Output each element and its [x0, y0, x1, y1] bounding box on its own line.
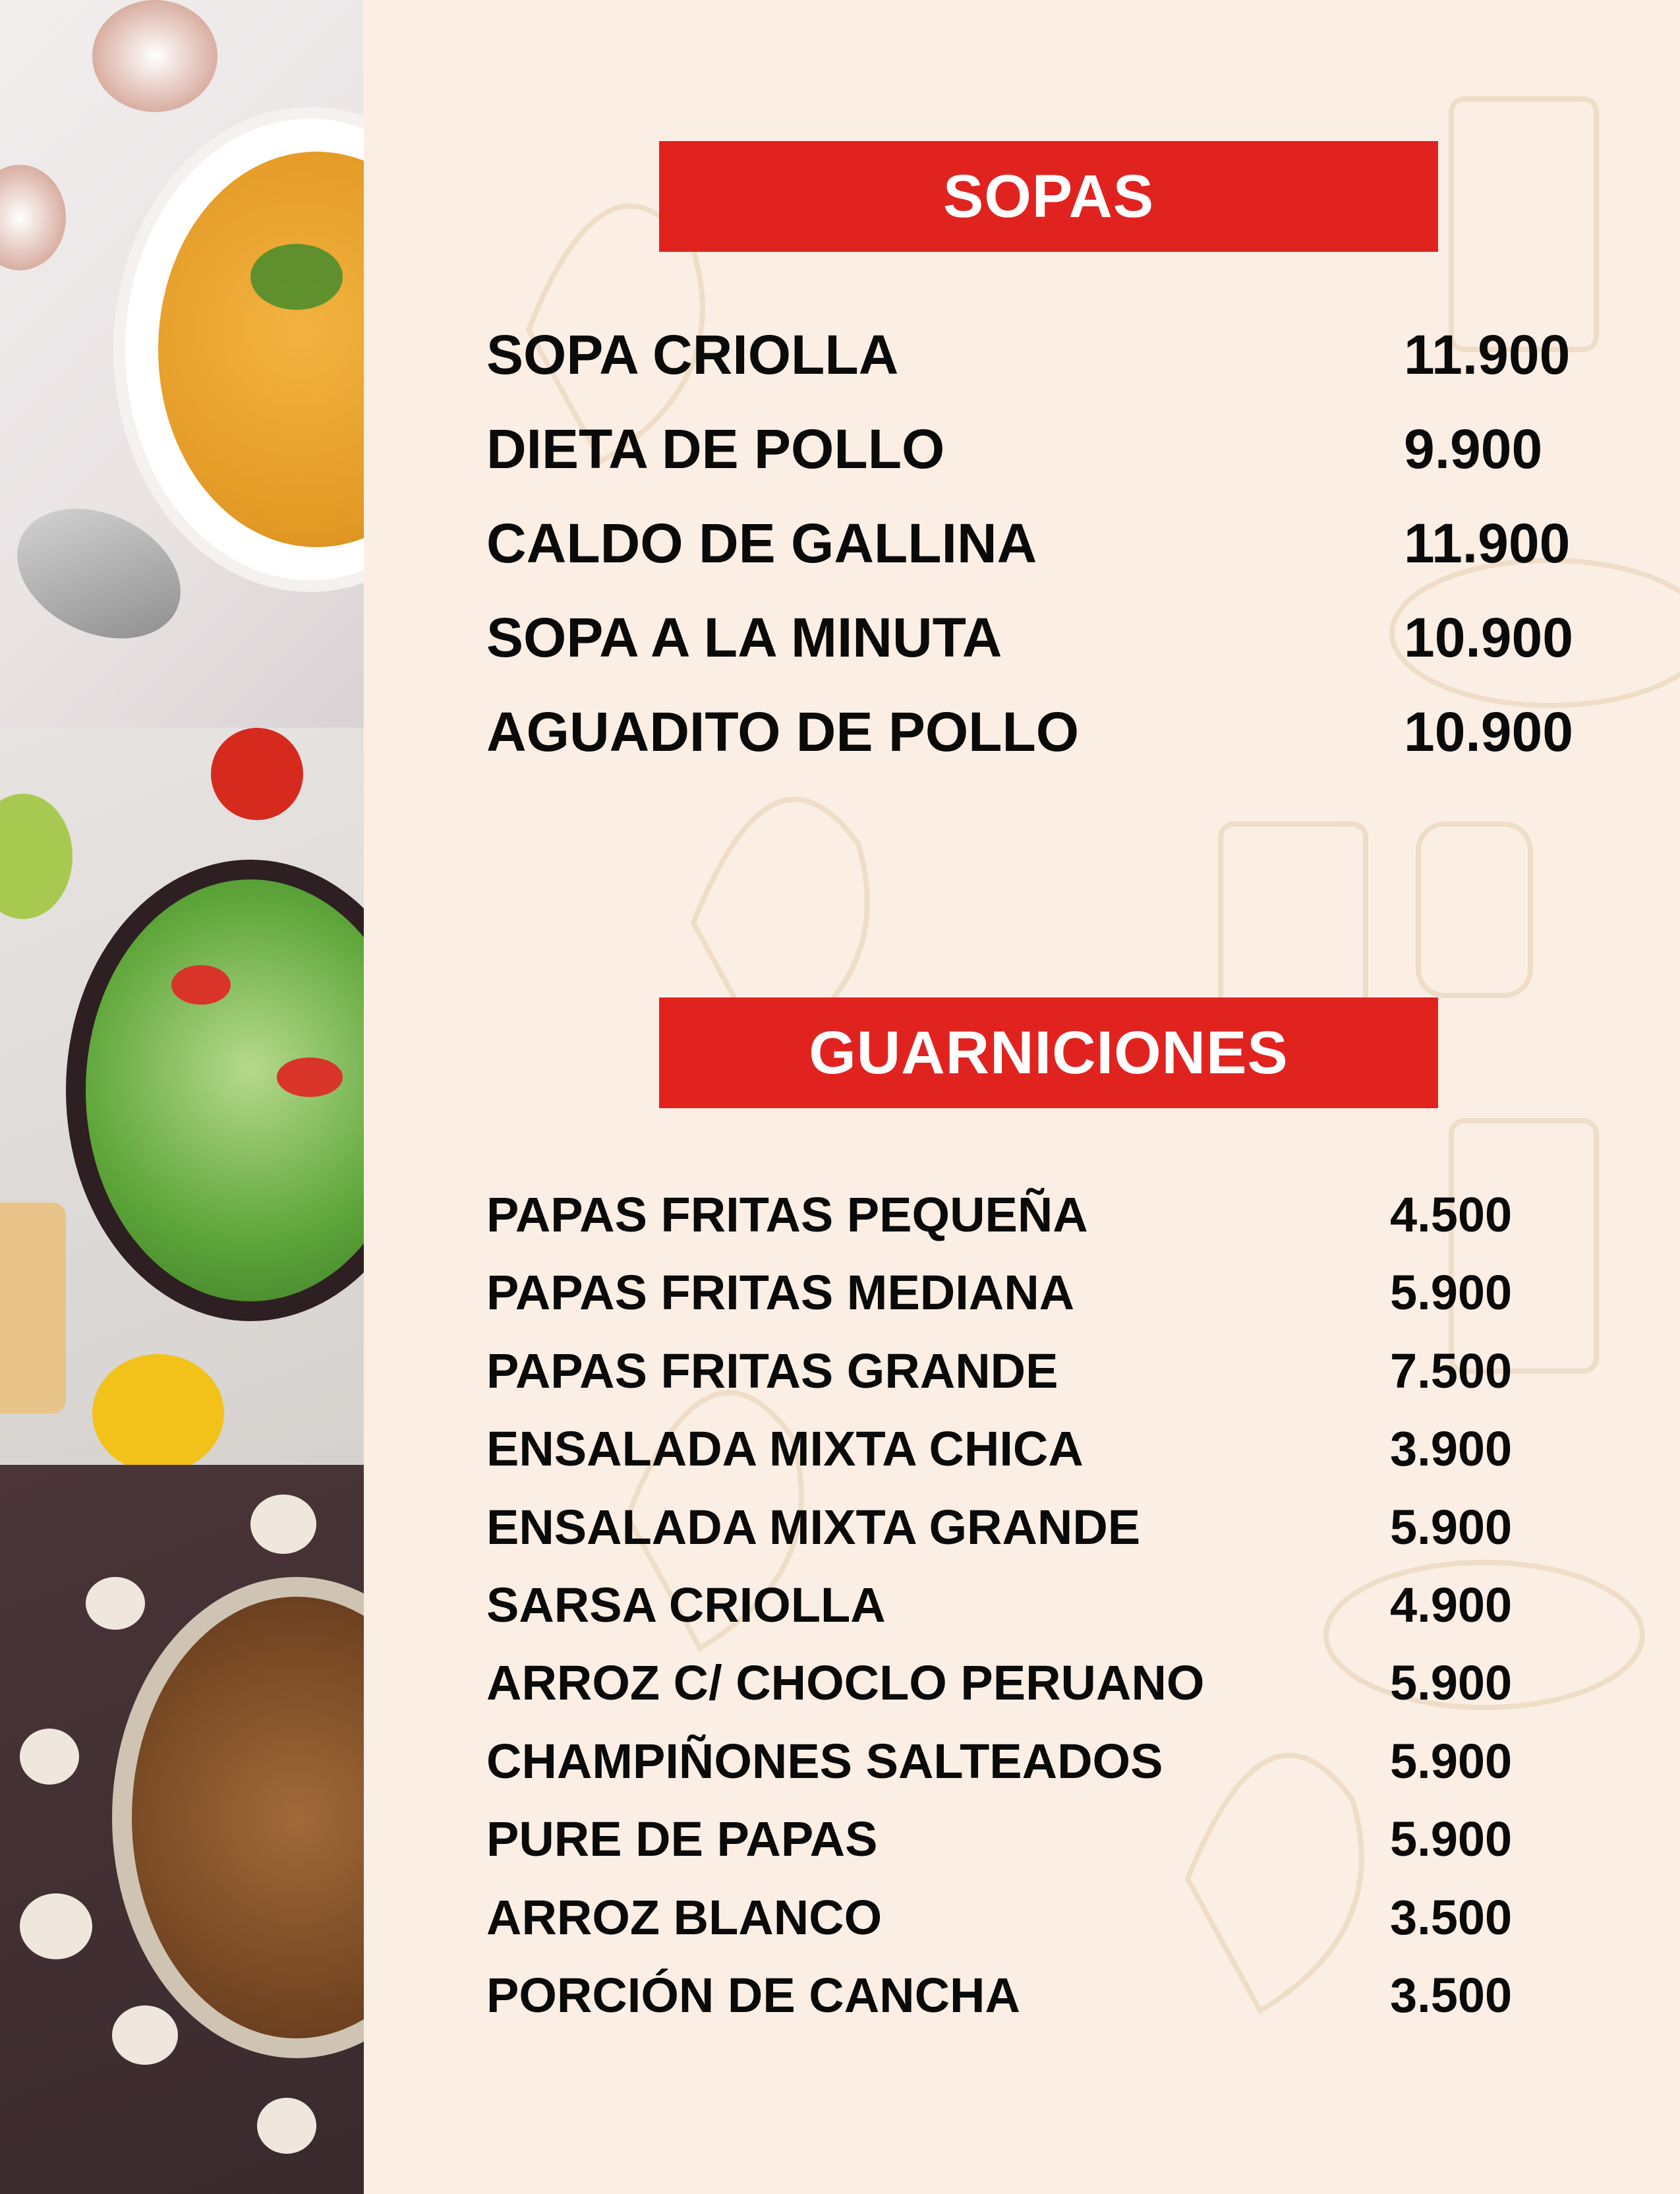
menu-item-price: 7.500 — [1390, 1343, 1513, 1398]
menu-item: SOPA CRIOLLA 11.900 — [486, 323, 1680, 389]
menu-item-price: 11.900 — [1404, 512, 1571, 574]
menu-item-price: 10.900 — [1404, 701, 1573, 763]
menu-item: CALDO DE GALLINA 11.900 — [486, 512, 1680, 578]
menu-item-price: 5.900 — [1390, 1812, 1513, 1867]
menu-item-name: ENSALADA MIXTA CHICA — [486, 1421, 1084, 1477]
menu-item: PAPAS FRITAS GRANDE 7.500 — [486, 1343, 1680, 1409]
menu-item-price: 4.900 — [1390, 1578, 1513, 1632]
menu-item-price: 9.900 — [1404, 418, 1543, 480]
menu-item-price: 3.900 — [1390, 1421, 1513, 1477]
menu-item-name: PAPAS FRITAS PEQUEÑA — [486, 1187, 1088, 1242]
menu-item-name: DIETA DE POLLO — [486, 418, 945, 480]
menu-item: CHAMPIÑONES SALTEADOS 5.900 — [486, 1733, 1680, 1799]
menu-item: ARROZ BLANCO 3.500 — [486, 1889, 1680, 1955]
menu-item: PAPAS FRITAS PEQUEÑA 4.500 — [486, 1187, 1680, 1253]
menu-item-price: 3.500 — [1390, 1889, 1513, 1945]
menu-item-price: 5.900 — [1390, 1265, 1513, 1320]
menu-item-price: 4.500 — [1390, 1187, 1513, 1242]
sauteed-mushrooms-photo — [0, 1465, 364, 2194]
soup-bowl-photo — [0, 0, 364, 728]
menu-item: SOPA A LA MINUTA 10.900 — [486, 606, 1680, 672]
menu-item: PAPAS FRITAS MEDIANA 5.900 — [486, 1264, 1680, 1330]
section-title-banner: GUARNICIONES — [659, 997, 1438, 1108]
menu-item-name: SOPA A LA MINUTA — [486, 607, 1002, 668]
menu-item-name: ARROZ BLANCO — [486, 1889, 883, 1945]
menu-item-price: 11.900 — [1404, 324, 1571, 386]
menu-item: AGUADITO DE POLLO 10.900 — [486, 700, 1680, 766]
salad-bowl-photo — [0, 728, 364, 1465]
section-title-banner: SOPAS — [659, 141, 1438, 252]
menu-item-name: CHAMPIÑONES SALTEADOS — [486, 1733, 1163, 1789]
menu-item-name: PORCIÓN DE CANCHA — [486, 1968, 1020, 2023]
menu-item-name: SOPA CRIOLLA — [486, 324, 899, 386]
menu-item-name: ARROZ C/ CHOCLO PERUANO — [486, 1655, 1205, 1711]
menu-item-name: SARSA CRIOLLA — [486, 1578, 886, 1632]
menu-item: DIETA DE POLLO 9.900 — [486, 417, 1680, 483]
menu-item-name: PURE DE PAPAS — [486, 1812, 878, 1867]
menu-item-price: 5.900 — [1390, 1499, 1513, 1555]
menu-item-name: PAPAS FRITAS GRANDE — [486, 1343, 1058, 1398]
menu-item-name: AGUADITO DE POLLO — [486, 701, 1080, 763]
menu-item-name: PAPAS FRITAS MEDIANA — [486, 1265, 1075, 1320]
menu-item: ARROZ C/ CHOCLO PERUANO 5.900 — [486, 1655, 1680, 1721]
menu-item: PORCIÓN DE CANCHA 3.500 — [486, 1967, 1680, 2033]
menu-item: ENSALADA MIXTA CHICA 3.900 — [486, 1421, 1680, 1487]
menu-item-name: ENSALADA MIXTA GRANDE — [486, 1499, 1141, 1555]
menu-item: SARSA CRIOLLA 4.900 — [486, 1577, 1680, 1643]
menu-item: PURE DE PAPAS 5.900 — [486, 1811, 1680, 1877]
menu-item-price: 10.900 — [1404, 607, 1573, 668]
menu-item-price: 5.900 — [1390, 1655, 1513, 1711]
menu-item-price: 3.500 — [1390, 1968, 1513, 2023]
menu-item-name: CALDO DE GALLINA — [486, 512, 1037, 574]
menu-item: ENSALADA MIXTA GRANDE 5.900 — [486, 1499, 1680, 1565]
menu-item-price: 5.900 — [1390, 1733, 1513, 1789]
